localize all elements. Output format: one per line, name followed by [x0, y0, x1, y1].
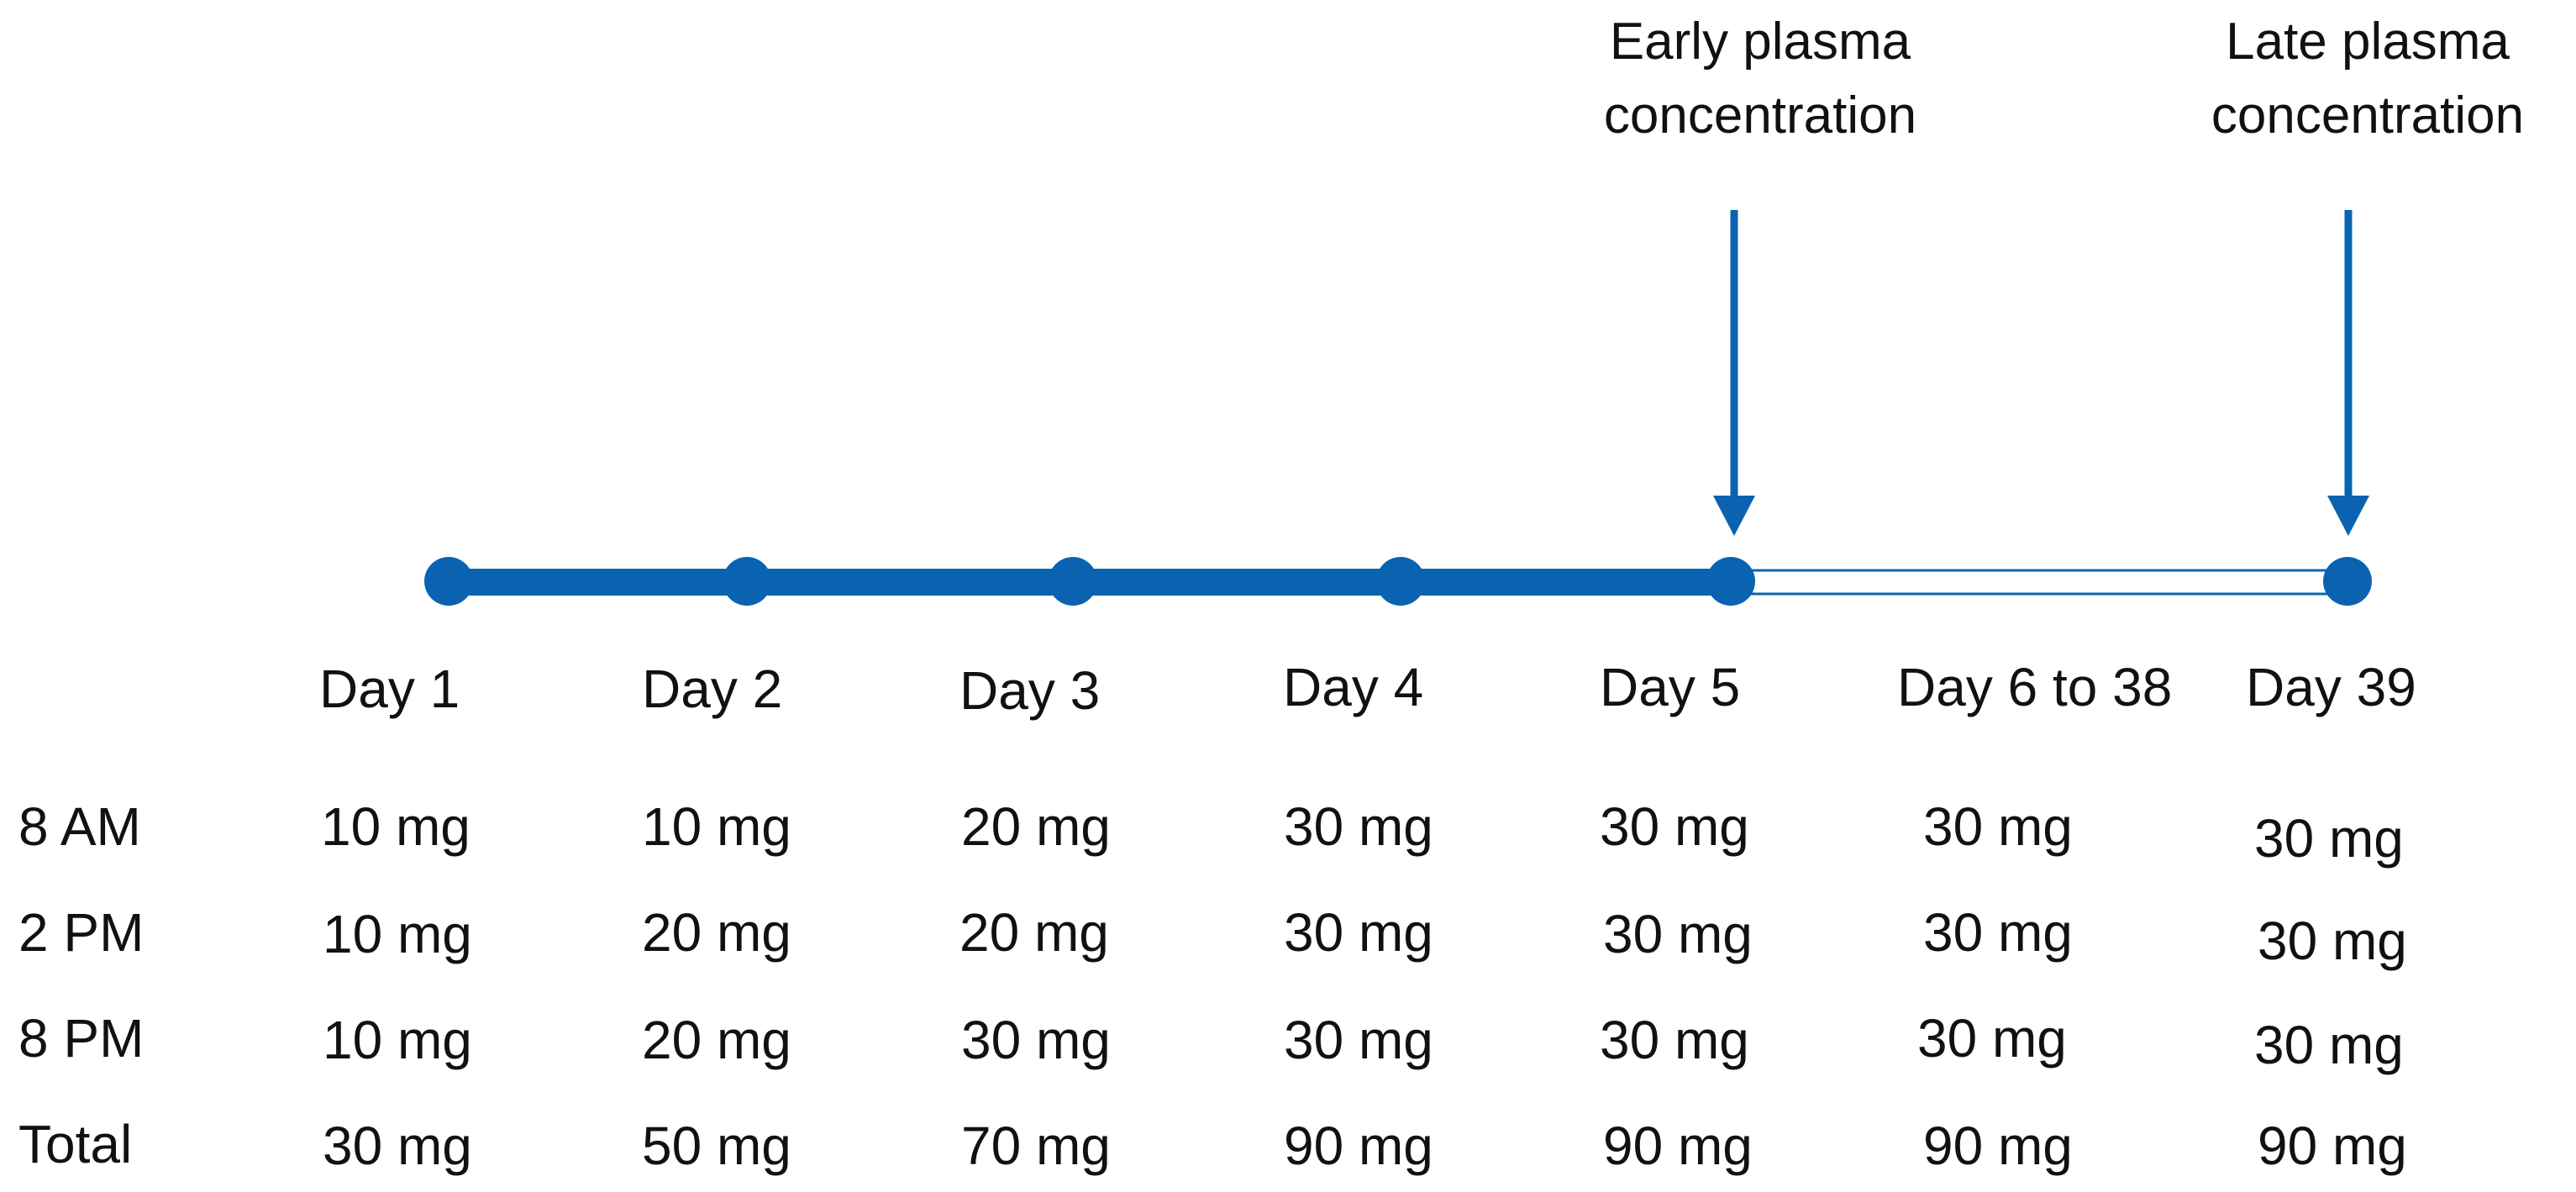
- timeline-marker-day-3: [1049, 557, 1097, 606]
- dose-8pm-day-3: 30 mg: [961, 1010, 1111, 1070]
- dose-8pm-day-4: 30 mg: [1284, 1010, 1433, 1070]
- row-label-total: Total: [18, 1114, 133, 1174]
- day-label-5: Day 5: [1600, 657, 1741, 717]
- dose-total-day-2: 50 mg: [642, 1116, 791, 1176]
- dose-2pm-day-1: 10 mg: [323, 904, 472, 964]
- dose-2pm-day-3: 20 mg: [959, 902, 1109, 963]
- dose-total-day-39: 90 mg: [2258, 1116, 2407, 1176]
- dose-8am-day-6-to-38: 30 mg: [1923, 796, 2073, 857]
- dose-8am-day-39: 30 mg: [2254, 808, 2404, 869]
- dose-total-day-5: 90 mg: [1603, 1116, 1753, 1176]
- late-plasma-label-line-2: concentration: [2211, 87, 2525, 144]
- dose-8pm-day-6-to-38: 30 mg: [1917, 1008, 2067, 1069]
- row-label-2pm: 2 PM: [18, 902, 145, 963]
- timeline-marker-day-1: [424, 557, 473, 606]
- dose-8am-day-1: 10 mg: [321, 796, 471, 857]
- day-label-3: Day 3: [959, 660, 1101, 721]
- late-plasma-arrow: [2327, 210, 2369, 536]
- dose-2pm-day-39: 30 mg: [2258, 911, 2407, 971]
- dose-2pm-day-4: 30 mg: [1284, 902, 1433, 963]
- early-plasma-arrow: [1713, 210, 1755, 536]
- dose-total-day-3: 70 mg: [961, 1116, 1111, 1176]
- dose-2pm-day-6-to-38: 30 mg: [1923, 902, 2073, 963]
- early-plasma-label-line-2: concentration: [1603, 87, 1917, 144]
- early-plasma-label: Early plasma concentration: [1525, 5, 1995, 153]
- row-label-8am: 8 AM: [18, 796, 141, 857]
- dose-8am-day-5: 30 mg: [1600, 796, 1749, 857]
- dose-total-day-1: 30 mg: [323, 1116, 472, 1176]
- dose-8am-day-3: 20 mg: [961, 796, 1111, 857]
- dose-8pm-day-5: 30 mg: [1600, 1010, 1749, 1070]
- dose-8pm-day-2: 20 mg: [642, 1010, 791, 1070]
- late-plasma-label-line-1: Late plasma: [2226, 13, 2510, 71]
- dose-2pm-day-2: 20 mg: [642, 902, 791, 963]
- timeline-marker-day-2: [723, 557, 771, 606]
- outlined-timeline-segment: [1729, 569, 2349, 596]
- late-plasma-label: Late plasma concentration: [2170, 5, 2565, 153]
- dose-8am-day-4: 30 mg: [1284, 796, 1433, 857]
- timeline-marker-day-39: [2323, 557, 2372, 606]
- early-plasma-label-line-1: Early plasma: [1609, 13, 1911, 71]
- day-label-4: Day 4: [1283, 657, 1424, 717]
- day-label-2: Day 2: [642, 659, 783, 719]
- day-label-39: Day 39: [2246, 657, 2416, 717]
- day-label-1: Day 1: [319, 659, 460, 719]
- dose-8pm-day-1: 10 mg: [323, 1010, 472, 1070]
- timeline-marker-day-5: [1706, 557, 1755, 606]
- day-label-6-to-38: Day 6 to 38: [1897, 657, 2173, 717]
- dose-total-day-6-to-38: 90 mg: [1923, 1116, 2073, 1176]
- dose-2pm-day-5: 30 mg: [1603, 904, 1753, 964]
- row-label-8pm: 8 PM: [18, 1008, 145, 1069]
- dose-8pm-day-39: 30 mg: [2254, 1015, 2404, 1075]
- dose-8am-day-2: 10 mg: [642, 796, 791, 857]
- timeline-marker-day-4: [1376, 557, 1425, 606]
- dose-total-day-4: 90 mg: [1284, 1116, 1433, 1176]
